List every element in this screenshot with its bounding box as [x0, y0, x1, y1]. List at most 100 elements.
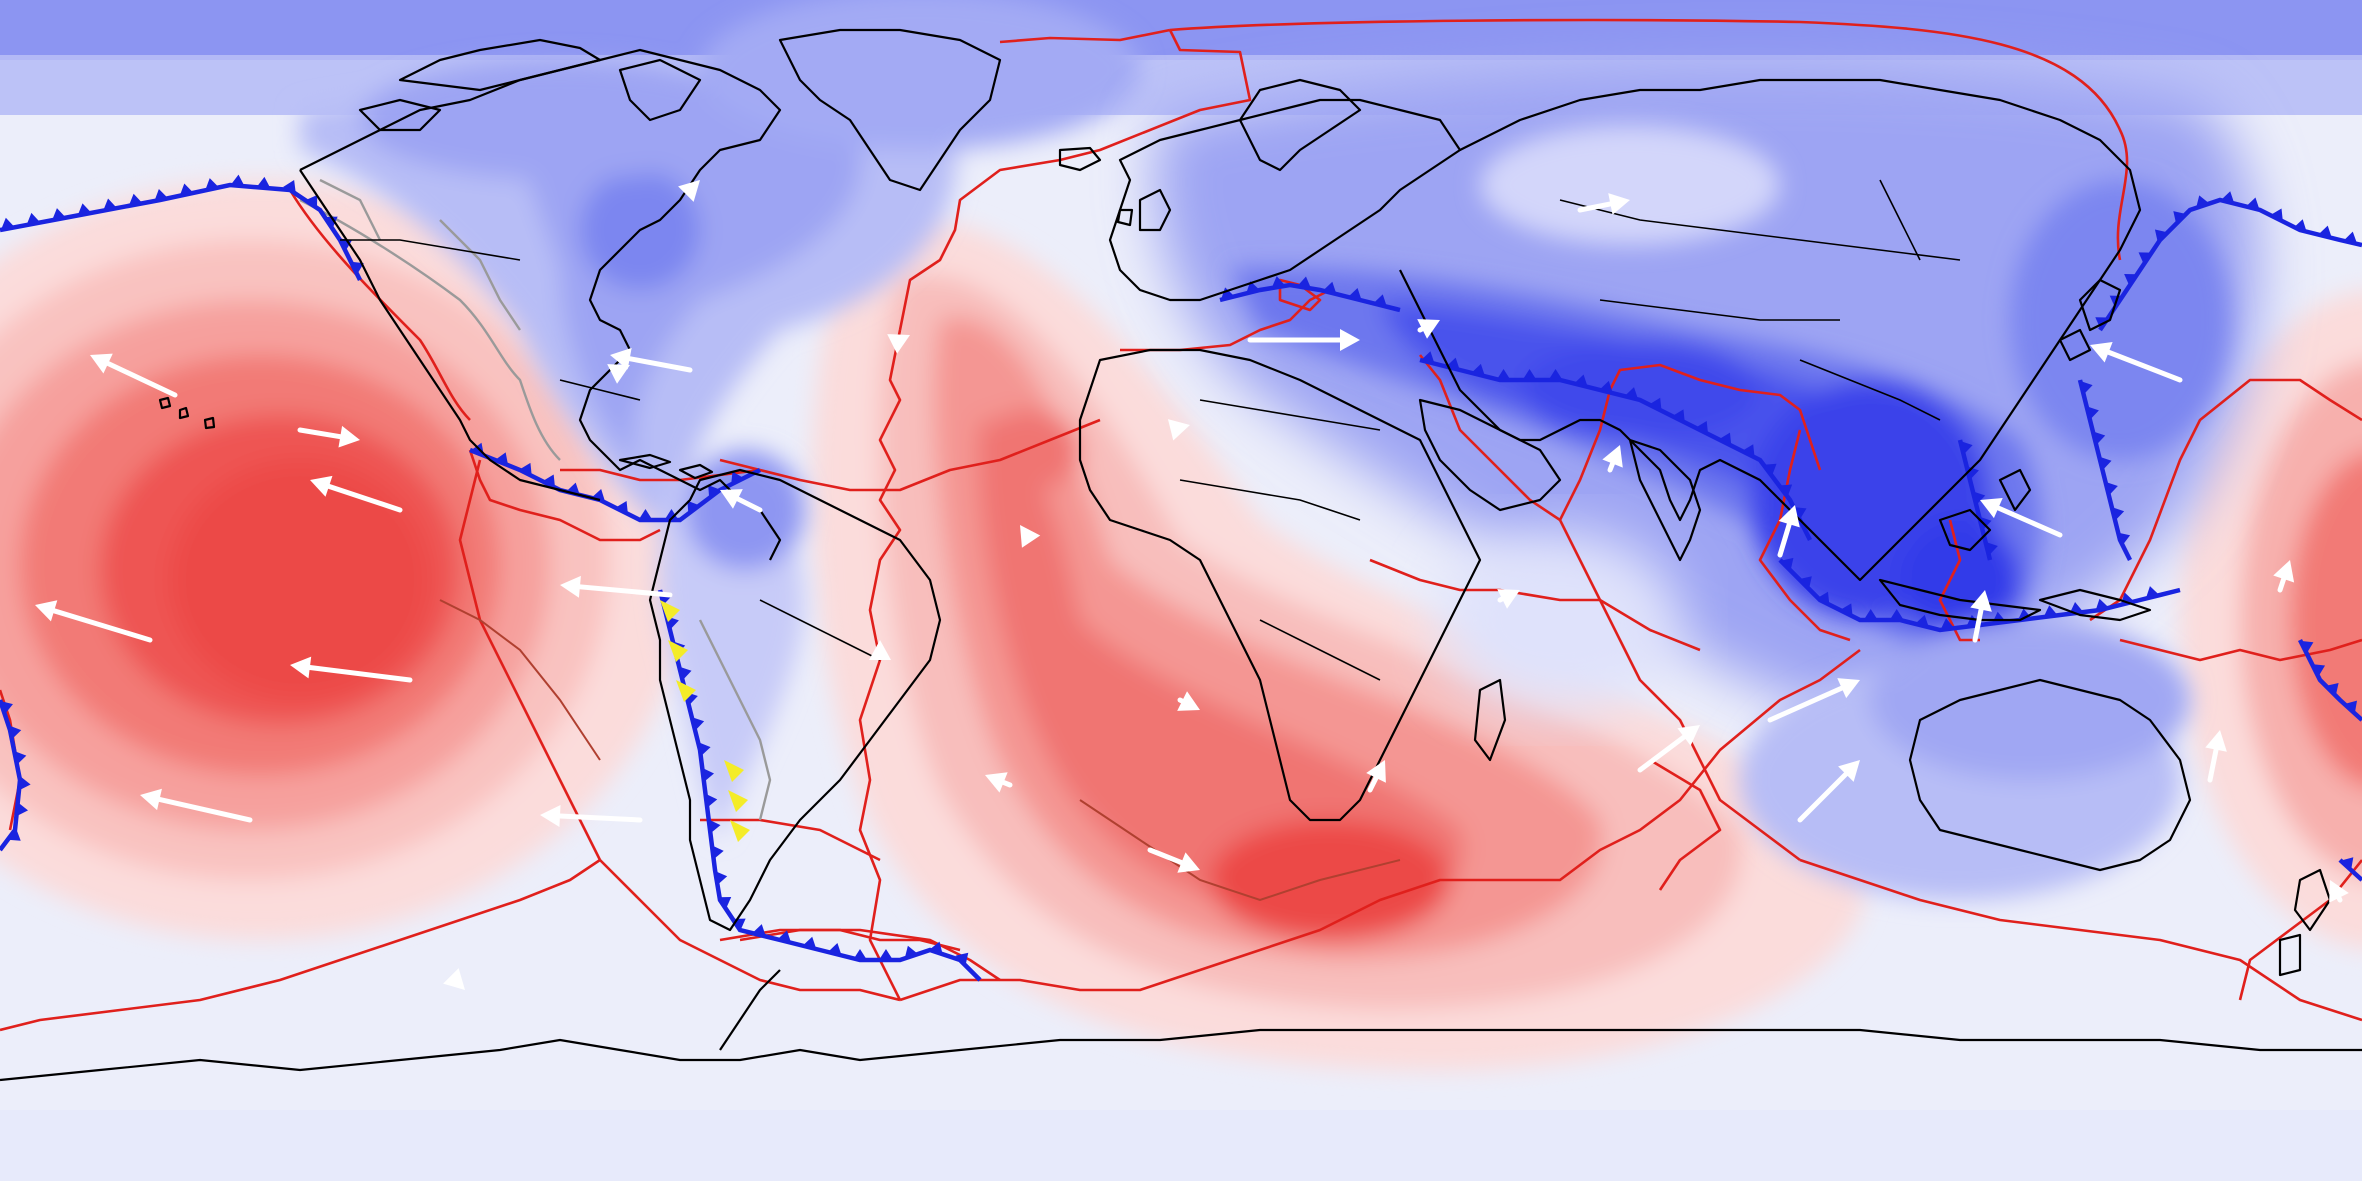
- velocity-arrow-shaft: [1417, 326, 1425, 333]
- subduction-tooth: [2173, 211, 2187, 224]
- velocity-arrow-head: [35, 600, 58, 622]
- velocity-arrow-shaft: [51, 608, 153, 643]
- subduction-tooth: [752, 924, 766, 937]
- subduction-tooth: [470, 442, 484, 456]
- subduction-tooth: [230, 174, 245, 187]
- subduction-tooth: [1763, 463, 1777, 476]
- velocity-arrow-head: [2205, 730, 2227, 752]
- velocity-arrow-head: [1608, 193, 1630, 215]
- subduction-tooth: [1742, 444, 1755, 458]
- velocity-arrow-shaft: [1767, 685, 1845, 723]
- velocity-arrow-head: [610, 347, 632, 370]
- country-borders: [340, 179, 1961, 681]
- subduction-tooth: [698, 742, 711, 756]
- subduction-tooth: [1348, 288, 1362, 301]
- velocity-arrow-shaft: [326, 483, 403, 513]
- velocity-arrow-shaft: [1497, 596, 1505, 603]
- subduction-tooth: [519, 462, 532, 476]
- velocity-arrow-shaft: [1637, 734, 1687, 773]
- subduction-tooth: [711, 845, 724, 860]
- subduction-tooth: [18, 776, 31, 791]
- velocity-arrow-shaft: [157, 796, 253, 823]
- velocity-arrow-head: [678, 180, 700, 202]
- subduction-tooth: [687, 500, 700, 514]
- velocity-arrow-head: [869, 640, 891, 660]
- subduction-tooth: [2220, 191, 2235, 204]
- subduction-tooth: [103, 198, 117, 211]
- velocity-arrow-head: [1340, 329, 1360, 351]
- subduction-tooth: [1574, 374, 1588, 387]
- subduction-tooth: [495, 452, 509, 466]
- velocity-arrow-shaft: [577, 584, 673, 598]
- subduction-tooth: [1779, 484, 1793, 497]
- velocity-arrow-shaft: [735, 496, 763, 513]
- subduction-tooth: [1297, 276, 1312, 289]
- velocity-arrow-head: [310, 475, 333, 497]
- subduction-tooth: [1522, 369, 1537, 380]
- subduction-tooth: [2117, 532, 2131, 546]
- subduction-tooth: [350, 261, 364, 275]
- subduction-tooth: [731, 471, 744, 485]
- subduction-tooth: [827, 943, 842, 956]
- velocity-arrow-shaft: [297, 427, 343, 440]
- subduction-teeth: [0, 174, 2358, 966]
- subduction-tooth: [777, 930, 792, 943]
- subduction-tooth: [702, 767, 715, 782]
- velocity-arrow-shaft: [1972, 607, 1984, 643]
- subduction-tooth: [1793, 507, 1807, 520]
- velocity-arrow-shaft: [1367, 775, 1379, 793]
- velocity-arrow-head: [2090, 341, 2113, 363]
- subduction-tooth: [664, 509, 679, 520]
- velocity-arrow-head: [1970, 590, 1992, 612]
- velocity-arrow-shaft: [1577, 201, 1613, 213]
- velocity-arrow-shaft: [627, 356, 693, 373]
- subduction-tooth: [2138, 252, 2152, 265]
- subduction-tooth: [1649, 397, 1662, 411]
- subduction-tooth: [1220, 287, 1235, 300]
- subduction-tooth: [283, 180, 296, 193]
- subduction-tooth: [1471, 363, 1485, 377]
- subduction-tooth: [1373, 294, 1387, 307]
- subduction-tooth: [9, 725, 22, 740]
- subduction-tooth: [718, 897, 732, 909]
- coastlines: [0, 28, 2362, 1082]
- velocity-arrow-head: [1837, 678, 1860, 699]
- subduction-tooth: [7, 828, 21, 841]
- subduction-tooth: [1979, 516, 1992, 531]
- velocity-arrow-head: [887, 334, 910, 354]
- subduction-tooth: [2293, 219, 2307, 232]
- subduction-tooth: [2086, 406, 2099, 420]
- subduction-tooth: [1548, 369, 1563, 380]
- subduction-tooth: [1271, 276, 1286, 289]
- subduction-tooth: [2312, 664, 2326, 677]
- subduction-tooth: [904, 945, 919, 959]
- subduction-tooth: [1599, 380, 1613, 394]
- subduction-tooth: [1816, 591, 1830, 605]
- velocity-arrow-head: [1602, 445, 1623, 468]
- subduction-tooth: [0, 700, 13, 715]
- velocity-arrow-head: [540, 805, 561, 827]
- subduction-tooth: [542, 474, 556, 488]
- velocity-arrow-head: [720, 489, 743, 509]
- subduction-tooth: [2124, 273, 2138, 286]
- velocity-arrow-head: [443, 968, 465, 990]
- subduction-tooth: [691, 717, 705, 731]
- velocity-arrow-head: [1417, 319, 1440, 339]
- velocity-arrow-shaft: [1001, 779, 1013, 788]
- subduction-tooth: [1985, 541, 1998, 556]
- subduction-tooth: [1799, 576, 1812, 589]
- subduction-tooth: [26, 212, 41, 226]
- velocity-arrow-head: [1167, 419, 1190, 441]
- velocity-arrow-shaft: [105, 361, 178, 398]
- velocity-arrow-head: [1020, 525, 1041, 548]
- velocity-arrow-shaft: [1607, 461, 1616, 473]
- subduction-tooth: [128, 193, 143, 206]
- velocity-vectors: [35, 180, 2349, 990]
- subduction-tooth: [2080, 380, 2093, 395]
- subduction-tooth: [802, 936, 817, 950]
- subduction-tooth: [2111, 507, 2125, 521]
- subduction-tooth: [2245, 197, 2260, 210]
